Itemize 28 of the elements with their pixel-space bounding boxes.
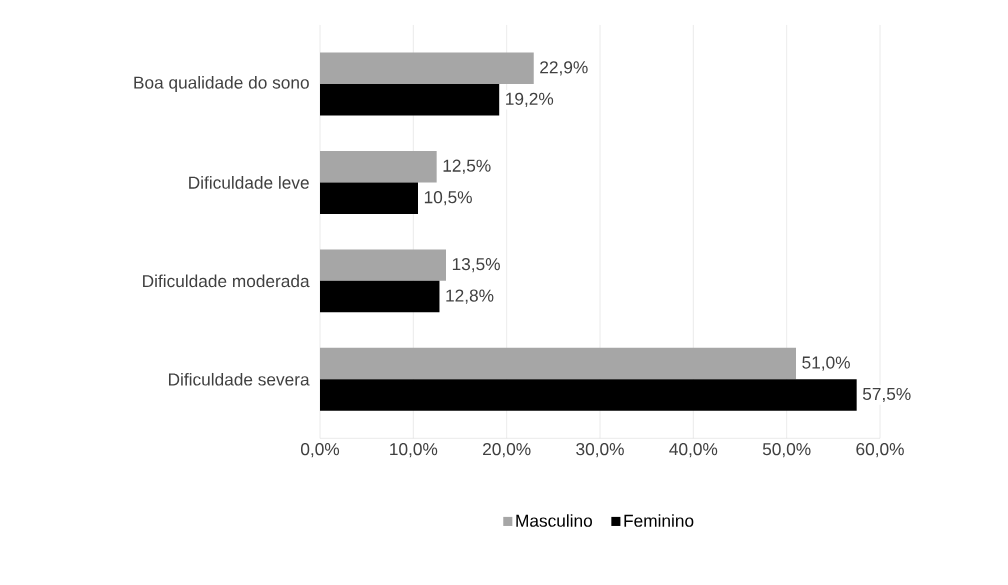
legend-label: Masculino bbox=[516, 514, 592, 527]
y-tick-label: Dificuldade leve bbox=[189, 176, 309, 189]
bar bbox=[320, 182, 418, 214]
y-tick-label: Dificuldade severa bbox=[168, 372, 310, 386]
bar bbox=[320, 280, 440, 313]
bar bbox=[320, 249, 446, 281]
data-label: 12,5% bbox=[443, 159, 491, 174]
x-tick-label: 0,0% bbox=[300, 443, 340, 458]
data-label: 19,2% bbox=[506, 92, 554, 107]
y-tick-label: Dificuldade moderada bbox=[143, 274, 310, 288]
legend-label: Feminino bbox=[624, 514, 694, 527]
x-tick-label: 20,0% bbox=[483, 443, 531, 458]
data-label: 10,5% bbox=[424, 191, 472, 206]
data-label: 13,5% bbox=[452, 257, 500, 273]
bar bbox=[320, 379, 857, 411]
data-label: 51,0% bbox=[802, 356, 850, 371]
data-label: 12,8% bbox=[446, 289, 494, 304]
bar bbox=[320, 150, 437, 183]
y-tick-label: Boa qualidade do sono bbox=[134, 75, 309, 93]
data-label: 22,9% bbox=[540, 61, 588, 76]
x-tick-label: 40,0% bbox=[669, 443, 718, 458]
x-tick-label: 10,0% bbox=[390, 443, 438, 458]
data-label: 57,5% bbox=[862, 387, 911, 403]
x-tick-label: 60,0% bbox=[856, 443, 904, 458]
bar bbox=[320, 52, 534, 85]
bar bbox=[320, 84, 500, 116]
x-tick-label: 50,0% bbox=[762, 443, 811, 458]
x-tick-label: 30,0% bbox=[576, 443, 624, 458]
